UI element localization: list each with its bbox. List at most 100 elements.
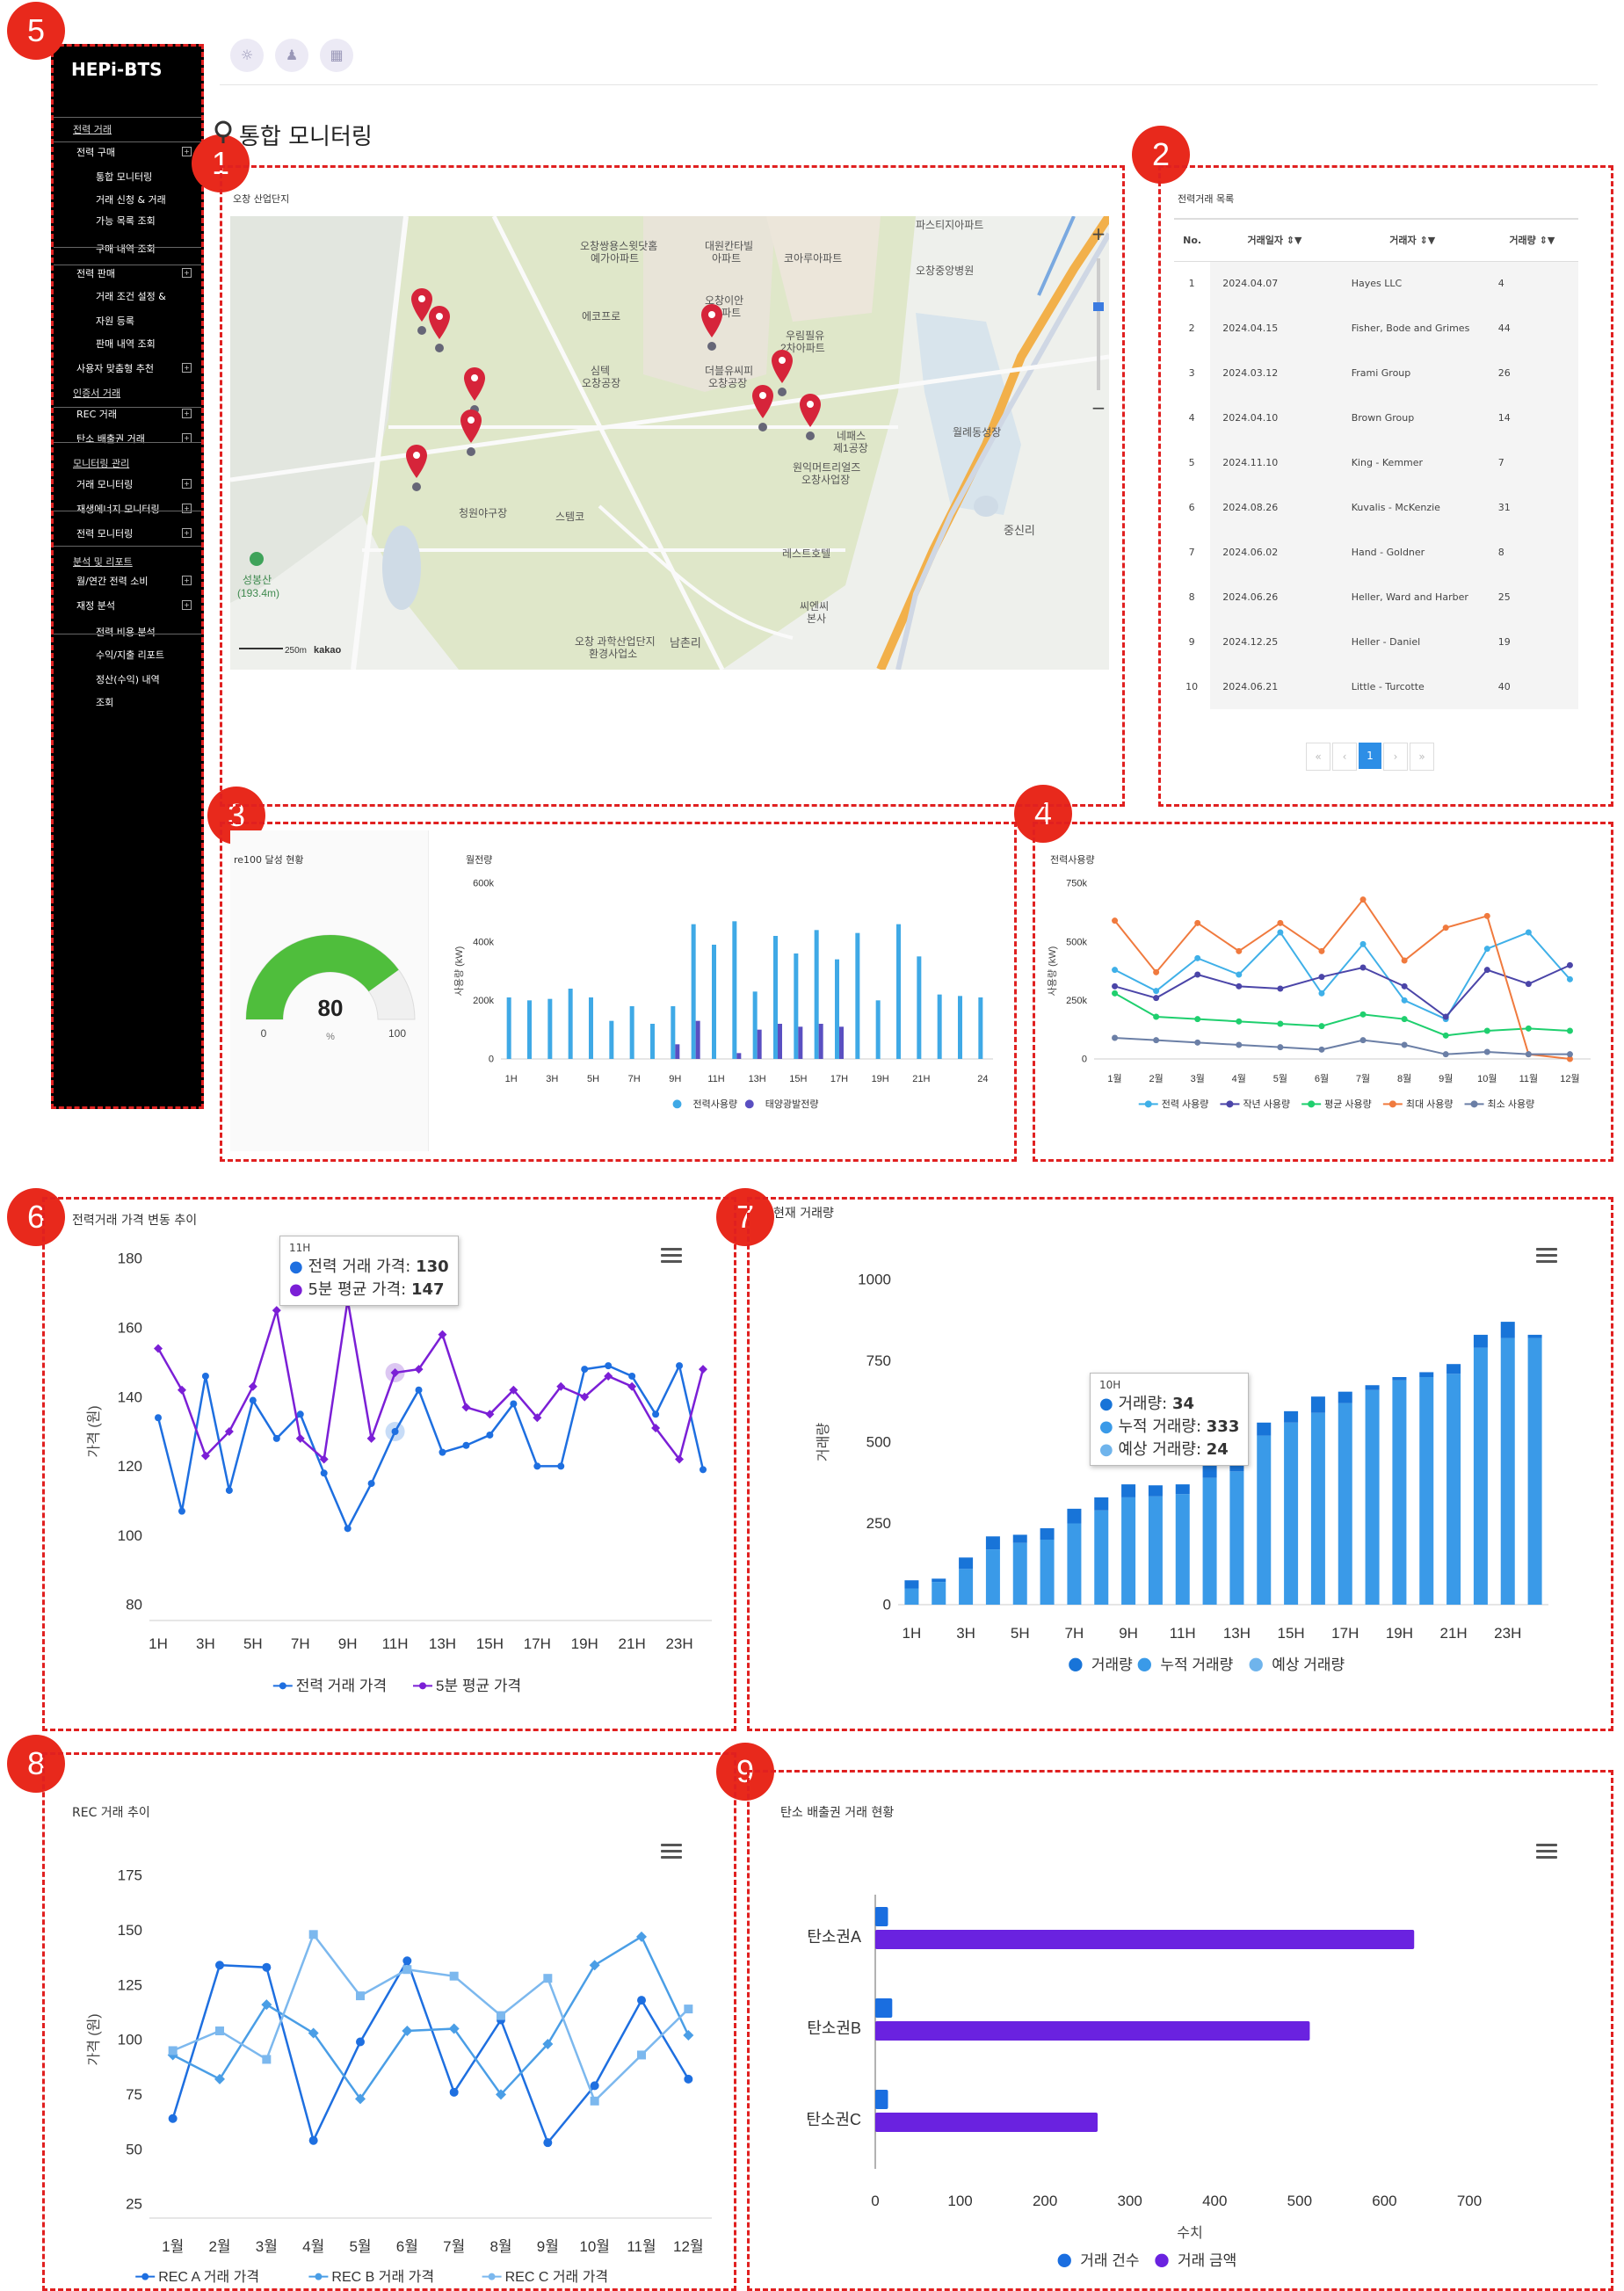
expand-icon[interactable]: + <box>182 479 192 489</box>
sidebar-item[interactable]: 전력 비용 분석 <box>96 627 156 638</box>
calendar-icon[interactable]: ▦ <box>320 39 353 72</box>
bar[interactable] <box>1175 1484 1190 1495</box>
data-point[interactable] <box>1153 995 1160 1002</box>
data-point[interactable] <box>1483 1048 1490 1055</box>
expand-icon[interactable]: + <box>182 147 192 156</box>
map-marker-icon[interactable] <box>772 350 793 396</box>
bar[interactable] <box>1500 1322 1515 1338</box>
zoom-slider-track[interactable] <box>1097 258 1100 390</box>
bar[interactable] <box>650 1024 655 1059</box>
rec-menu-icon[interactable] <box>661 1844 682 1860</box>
bar[interactable] <box>671 1006 676 1059</box>
data-point[interactable] <box>510 1400 518 1408</box>
legend-item[interactable]: 전력 사용량 <box>1138 1098 1209 1110</box>
data-point[interactable] <box>1359 940 1367 947</box>
data-point[interactable] <box>439 1448 446 1456</box>
bar[interactable] <box>695 1020 700 1059</box>
bar[interactable] <box>712 945 716 1059</box>
sidebar-item[interactable]: 재정 분석 <box>76 600 115 612</box>
data-point[interactable] <box>1277 929 1284 936</box>
bar[interactable] <box>875 2021 1310 2041</box>
legend-item[interactable]: REC B 거래 가격 <box>308 2269 434 2285</box>
bar[interactable] <box>527 1000 532 1059</box>
data-point[interactable] <box>414 1365 424 1374</box>
data-point[interactable] <box>1236 1018 1243 1025</box>
data-point[interactable] <box>700 1466 707 1474</box>
data-point[interactable] <box>449 2087 459 2097</box>
data-point[interactable] <box>1194 954 1201 961</box>
data-point[interactable] <box>1566 975 1573 982</box>
data-point[interactable] <box>676 1362 684 1370</box>
col-trader[interactable]: 거래자 ⇕▼ <box>1339 219 1486 261</box>
expand-icon[interactable]: + <box>182 268 192 278</box>
sidebar-item[interactable]: 거래 신청 & 거래 <box>96 194 166 206</box>
data-point[interactable] <box>367 1480 375 1488</box>
data-point[interactable] <box>320 1469 328 1477</box>
sidebar-item[interactable]: 탄소 배출권 거래 <box>76 433 145 445</box>
data-point[interactable] <box>296 1410 304 1418</box>
bar[interactable] <box>1067 1523 1082 1606</box>
bar[interactable] <box>1473 1334 1488 1348</box>
map-marker-icon[interactable] <box>411 288 432 335</box>
data-point[interactable] <box>637 2050 646 2060</box>
data-point[interactable] <box>1359 896 1367 903</box>
data-point[interactable] <box>1112 967 1119 974</box>
data-point[interactable] <box>308 2027 319 2039</box>
data-point[interactable] <box>699 1365 707 1374</box>
data-point[interactable] <box>461 1403 471 1412</box>
sidebar-item[interactable]: 월/연간 전력 소비 <box>76 576 149 587</box>
bar[interactable] <box>959 1569 974 1605</box>
data-point[interactable] <box>272 1306 281 1316</box>
map-canvas[interactable]: 성봉산 (193.4m) 오창쌍용스윗닷홈 예가아파트 대원칸타빌 아파트 코아… <box>230 216 1109 670</box>
bar[interactable] <box>1473 1347 1488 1605</box>
bar[interactable] <box>932 1578 946 1583</box>
bar[interactable] <box>773 936 778 1059</box>
data-point[interactable] <box>319 1454 329 1464</box>
data-point[interactable] <box>1153 968 1160 975</box>
table-row[interactable]: 7 2024.06.02 Hand - Goldner 8 <box>1174 530 1578 575</box>
legend-item[interactable]: 작년 사용량 <box>1220 1098 1290 1110</box>
legend-item[interactable]: 태양광발전량 <box>744 1098 819 1110</box>
bar[interactable] <box>1338 1391 1352 1403</box>
data-point[interactable] <box>448 2023 460 2034</box>
sort-icon[interactable]: ⇕▼ <box>1419 235 1436 247</box>
bar[interactable] <box>985 1536 1000 1550</box>
data-point[interactable] <box>581 1366 589 1374</box>
legend-item[interactable]: 최소 사용량 <box>1464 1098 1535 1110</box>
expand-icon[interactable]: + <box>182 600 192 610</box>
data-point[interactable] <box>1401 997 1408 1004</box>
map-marker-icon[interactable] <box>701 304 722 351</box>
data-point[interactable] <box>1236 971 1243 978</box>
data-point[interactable] <box>438 1330 447 1339</box>
bar[interactable] <box>1284 1410 1299 1423</box>
sidebar-item[interactable]: 조회 <box>96 697 114 708</box>
series-line[interactable] <box>1114 964 1570 1019</box>
data-point[interactable] <box>1277 985 1284 992</box>
bar[interactable] <box>1419 1372 1434 1377</box>
bar[interactable] <box>506 997 511 1059</box>
bar[interactable] <box>855 932 860 1059</box>
data-point[interactable] <box>390 1368 400 1378</box>
price-menu-icon[interactable] <box>661 1248 682 1264</box>
data-point[interactable] <box>533 1413 542 1423</box>
bar[interactable] <box>736 1053 742 1059</box>
data-point[interactable] <box>248 1381 257 1391</box>
data-point[interactable] <box>155 1414 162 1422</box>
data-point[interactable] <box>684 2074 693 2084</box>
data-point[interactable] <box>1112 982 1119 990</box>
data-point[interactable] <box>1194 1016 1201 1023</box>
data-point[interactable] <box>1194 971 1201 978</box>
data-point[interactable] <box>1401 982 1408 990</box>
sidebar-item[interactable]: 자원 등록 <box>96 315 134 327</box>
bar[interactable] <box>691 924 696 1059</box>
bar[interactable] <box>1202 1477 1217 1605</box>
data-point[interactable] <box>1153 1037 1160 1044</box>
data-point[interactable] <box>486 1431 494 1439</box>
sidebar-item[interactable]: 수익/지출 리포트 <box>96 649 165 661</box>
page-next-button[interactable]: › <box>1383 743 1408 771</box>
zoom-slider-handle[interactable] <box>1093 302 1104 311</box>
bar[interactable] <box>917 956 922 1059</box>
bar[interactable] <box>818 1024 823 1059</box>
data-point[interactable] <box>580 1392 590 1402</box>
data-point[interactable] <box>295 1433 305 1443</box>
